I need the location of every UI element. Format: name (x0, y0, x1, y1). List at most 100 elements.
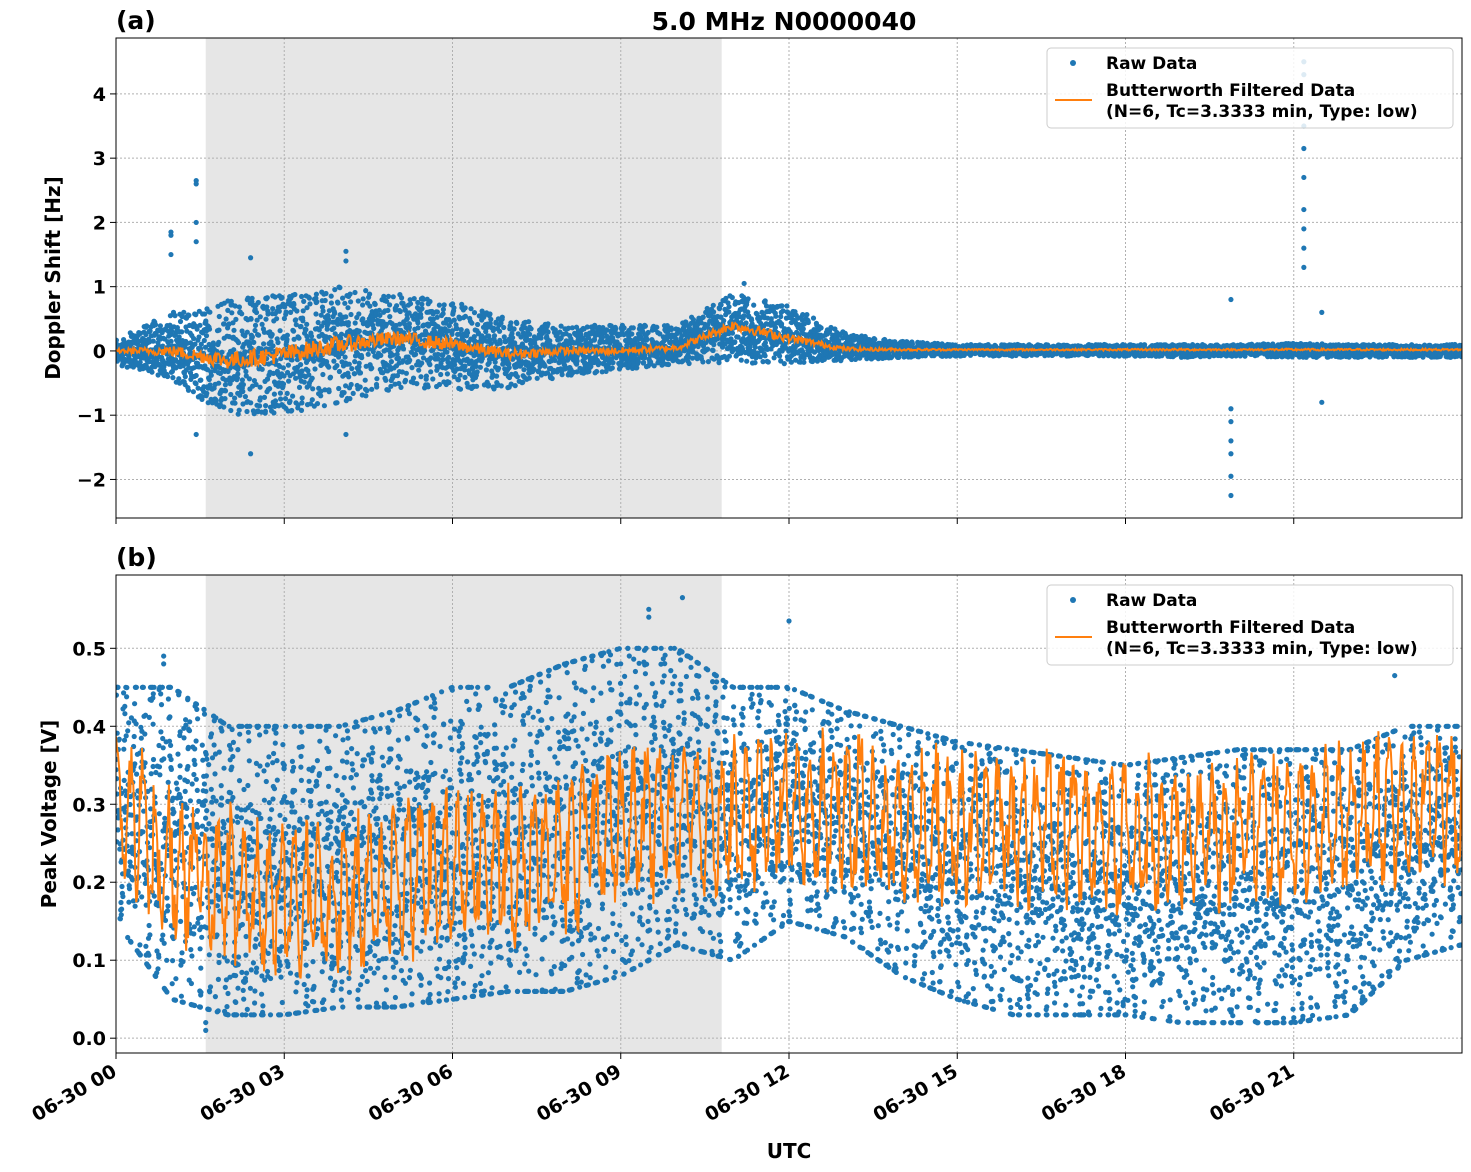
raw-data-point (711, 342, 717, 348)
raw-data-point (259, 366, 265, 372)
raw-data-point (234, 375, 240, 381)
raw-data-point (320, 371, 326, 378)
raw-data-point (434, 309, 440, 315)
raw-data-point (222, 388, 229, 394)
raw-data-point (251, 339, 257, 345)
raw-data-point (277, 390, 283, 396)
raw-data-point (753, 355, 759, 361)
raw-data-point (268, 339, 274, 345)
raw-data-point (304, 305, 310, 311)
raw-data-point (341, 390, 347, 396)
raw-data-point (726, 309, 732, 315)
raw-data-point (290, 393, 296, 399)
raw-data-point (286, 378, 292, 384)
raw-data-point (762, 298, 768, 304)
raw-data-point (430, 376, 436, 382)
raw-data-point (400, 346, 407, 352)
raw-data-point (383, 377, 389, 383)
raw-data-point (298, 323, 304, 330)
raw-data-point (276, 308, 282, 314)
raw-data-point (352, 289, 358, 296)
raw-data-point (752, 360, 758, 366)
raw-data-point (301, 298, 307, 304)
raw-data-point (331, 325, 337, 331)
raw-data-point (328, 293, 334, 299)
raw-data-point (309, 397, 315, 403)
raw-data-point (249, 295, 255, 301)
raw-data-point (275, 339, 281, 346)
raw-data-point (233, 316, 239, 322)
raw-data-point (419, 306, 425, 312)
raw-data-point (322, 297, 328, 304)
raw-data-point (872, 336, 878, 342)
raw-data-point (805, 319, 811, 326)
raw-data-point (403, 370, 409, 376)
raw-data-point (474, 383, 480, 389)
raw-data-point (779, 321, 785, 327)
raw-data-point (296, 384, 303, 390)
raw-data-point (378, 352, 384, 358)
raw-data-point (721, 318, 727, 324)
raw-data-point (270, 306, 276, 312)
raw-data-point (271, 410, 277, 416)
raw-data-point (203, 318, 209, 324)
raw-data-point (372, 301, 378, 307)
raw-data-point (415, 325, 421, 331)
raw-data-point (365, 351, 371, 357)
raw-data-point (278, 396, 284, 402)
raw-data-point (206, 376, 212, 383)
raw-data-point (534, 375, 540, 381)
raw-data-point (240, 382, 246, 388)
raw-data-point (216, 339, 222, 345)
raw-data-point (201, 337, 207, 344)
raw-data-point (686, 360, 692, 367)
raw-data-point (397, 308, 403, 315)
raw-data-point (526, 319, 532, 325)
raw-data-point (251, 378, 257, 384)
raw-data-point (176, 376, 182, 382)
raw-data-point (192, 341, 198, 347)
raw-data-point (291, 328, 297, 334)
raw-data-point (542, 363, 548, 369)
raw-data-point (613, 326, 619, 332)
raw-data-point (229, 310, 235, 316)
raw-data-point (279, 294, 285, 301)
raw-data-point (263, 403, 269, 409)
raw-data-point (471, 310, 478, 316)
raw-data-point (232, 400, 238, 406)
raw-data-point (287, 398, 293, 404)
raw-data-point (499, 314, 505, 320)
raw-data-point (751, 302, 757, 308)
raw-data-point (318, 393, 324, 399)
raw-data-point (281, 315, 287, 322)
raw-data-point (406, 321, 412, 327)
raw-data-point (144, 323, 150, 329)
raw-data-point (249, 334, 255, 340)
raw-data-point (458, 327, 464, 333)
raw-data-point (261, 329, 267, 335)
raw-data-point (427, 362, 433, 368)
raw-data-point (205, 400, 211, 406)
raw-data-point (280, 365, 286, 371)
raw-data-point (374, 376, 380, 382)
raw-data-point (235, 340, 242, 346)
raw-data-point (752, 344, 758, 350)
raw-data-point (202, 344, 209, 350)
raw-data-point (300, 308, 306, 314)
raw-data-point (390, 352, 396, 358)
raw-data-point (334, 363, 340, 369)
raw-data-point (360, 296, 366, 302)
raw-data-point (810, 315, 817, 321)
raw-data-point (147, 328, 153, 334)
raw-data-point (415, 320, 421, 326)
raw-data-point (436, 381, 443, 388)
raw-data-point (301, 379, 307, 385)
raw-data-point (193, 381, 199, 387)
raw-data-point (193, 372, 199, 379)
raw-data-point (387, 302, 393, 308)
raw-data-point (521, 367, 527, 373)
raw-data-point (228, 391, 234, 398)
raw-data-point (371, 325, 377, 332)
raw-data-point (654, 324, 660, 330)
raw-data-point (236, 407, 242, 413)
